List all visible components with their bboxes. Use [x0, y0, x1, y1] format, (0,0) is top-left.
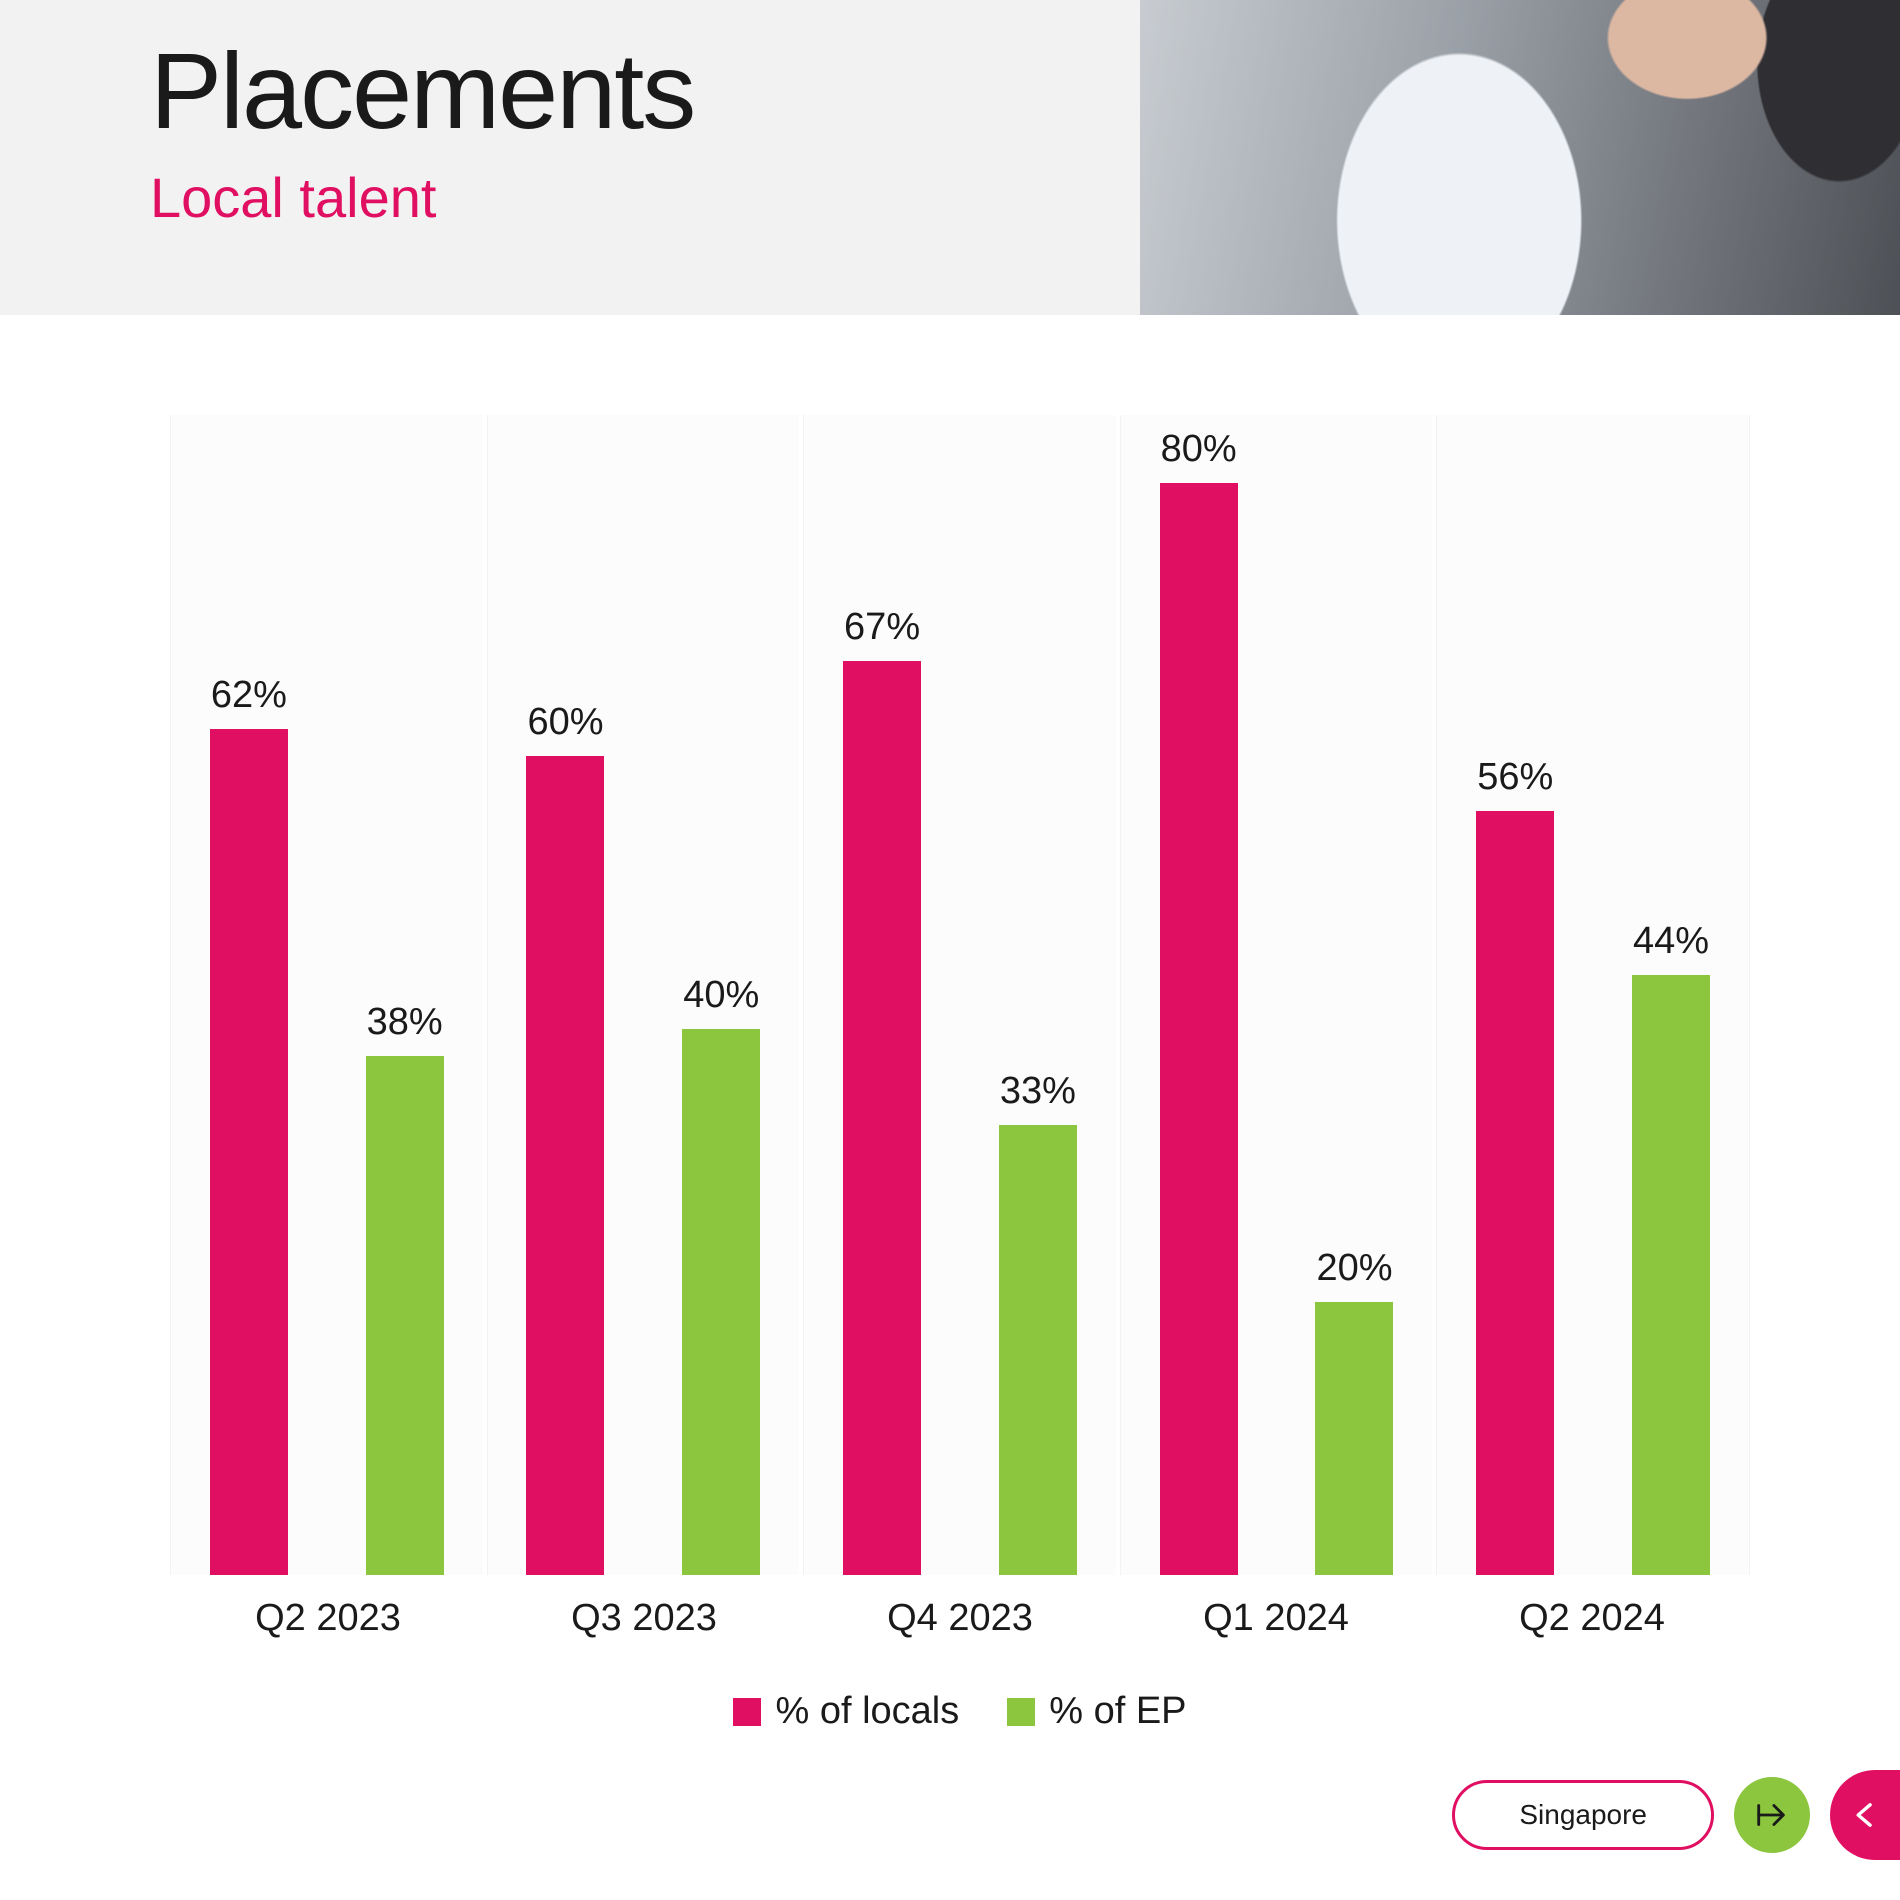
chart-group: 67% 33%	[803, 415, 1116, 1575]
bar-value-label: 40%	[683, 974, 759, 1017]
legend-label: % of EP	[1049, 1690, 1186, 1733]
bar-value-label: 20%	[1316, 1247, 1392, 1290]
chart-group: 56% 44%	[1436, 415, 1750, 1575]
arrow-left-icon	[1848, 1798, 1882, 1832]
header-text: Placements Local talent	[0, 0, 694, 230]
chart-group: 62% 38%	[170, 415, 483, 1575]
x-axis-label: Q3 2023	[486, 1597, 802, 1640]
chart-bar: 33%	[976, 415, 1100, 1575]
chart-group: 80% 20%	[1120, 415, 1433, 1575]
footer-nav: Singapore	[1452, 1770, 1900, 1860]
bar-value-label: 60%	[527, 701, 603, 744]
chart-group: 60% 40%	[487, 415, 800, 1575]
region-pill[interactable]: Singapore	[1452, 1780, 1714, 1850]
bar-rect	[526, 756, 604, 1575]
bar-rect	[682, 1029, 760, 1575]
chart-legend: % of locals % of EP	[170, 1690, 1750, 1733]
chart-plot-area: 62% 38% 60% 40% 67% 33% 80% 20% 56% 44%	[170, 415, 1750, 1575]
arrow-right-icon	[1753, 1796, 1791, 1834]
header-photo	[1140, 0, 1900, 315]
x-axis-label: Q4 2023	[802, 1597, 1118, 1640]
x-axis-label: Q2 2024	[1434, 1597, 1750, 1640]
page-subtitle: Local talent	[150, 165, 694, 230]
chart-x-axis: Q2 2023Q3 2023Q4 2023Q1 2024Q2 2024	[170, 1597, 1750, 1640]
page-header: Placements Local talent	[0, 0, 1900, 315]
page-title: Placements	[150, 34, 694, 147]
bar-value-label: 62%	[211, 674, 287, 717]
bar-value-label: 56%	[1477, 756, 1553, 799]
chart-bar: 62%	[187, 415, 311, 1575]
chart-bar: 20%	[1293, 415, 1417, 1575]
legend-label: % of locals	[775, 1690, 959, 1733]
bar-rect	[210, 729, 288, 1575]
legend-item: % of EP	[1007, 1690, 1186, 1733]
bar-value-label: 33%	[1000, 1070, 1076, 1113]
bar-rect	[1160, 483, 1238, 1575]
chart-bar: 80%	[1137, 415, 1261, 1575]
bar-rect	[366, 1056, 444, 1575]
bar-rect	[999, 1125, 1077, 1575]
x-axis-label: Q1 2024	[1118, 1597, 1434, 1640]
legend-swatch	[1007, 1698, 1035, 1726]
chart-bar: 60%	[504, 415, 628, 1575]
chart-bar: 38%	[343, 415, 467, 1575]
bar-rect	[1632, 975, 1710, 1575]
chart-bar: 44%	[1609, 415, 1733, 1575]
x-axis-label: Q2 2023	[170, 1597, 486, 1640]
chart-bar: 56%	[1453, 415, 1577, 1575]
back-button[interactable]	[1830, 1770, 1900, 1860]
bar-rect	[843, 661, 921, 1575]
bar-value-label: 38%	[367, 1001, 443, 1044]
bar-rect	[1315, 1302, 1393, 1575]
main-content: 62% 38% 60% 40% 67% 33% 80% 20% 56% 44% Q2 2023Q3…	[0, 315, 1900, 1900]
legend-swatch	[733, 1698, 761, 1726]
bar-value-label: 80%	[1161, 428, 1237, 471]
chart-bar: 40%	[659, 415, 783, 1575]
bar-rect	[1476, 811, 1554, 1575]
bar-value-label: 44%	[1633, 920, 1709, 963]
next-button[interactable]	[1734, 1777, 1810, 1853]
chart-bar: 67%	[820, 415, 944, 1575]
placements-chart: 62% 38% 60% 40% 67% 33% 80% 20% 56% 44% Q2 2023Q3…	[170, 415, 1750, 1733]
legend-item: % of locals	[733, 1690, 959, 1733]
bar-value-label: 67%	[844, 606, 920, 649]
